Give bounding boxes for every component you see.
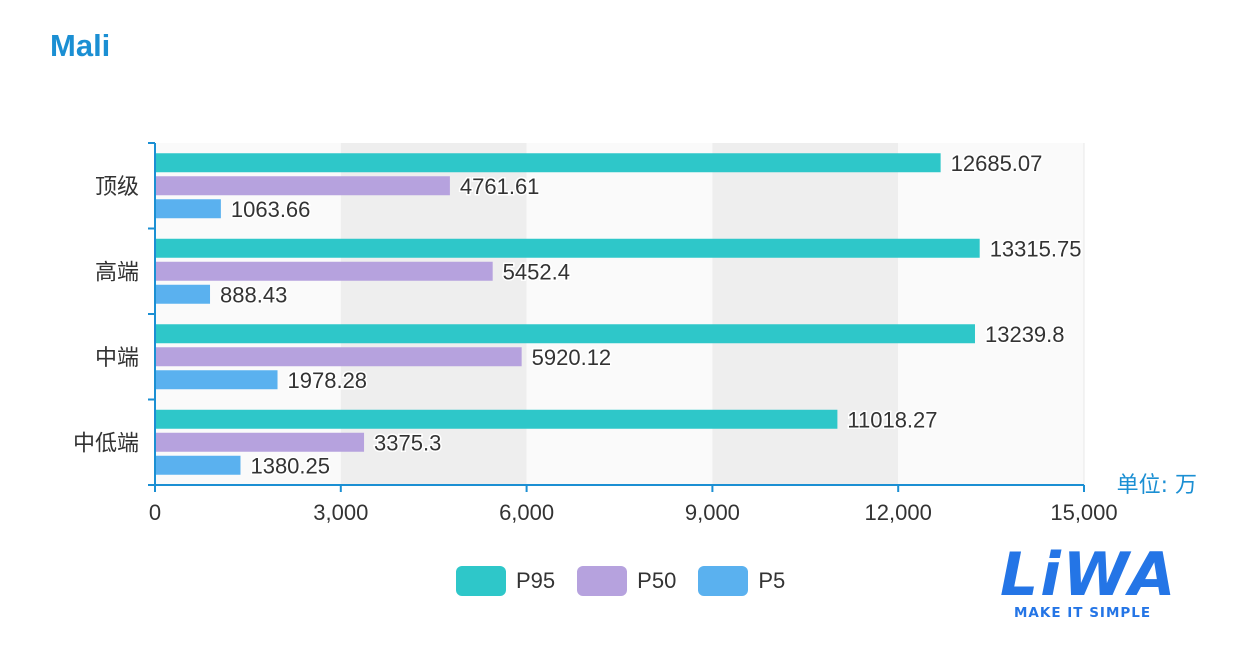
bar-p50-2 [156,347,522,367]
data-label: 4761.61 [460,174,540,199]
data-label: 5452.4 [503,259,570,284]
grid-band [526,143,713,485]
data-label: 5920.12 [532,345,612,370]
data-label: 13239.8 [985,322,1065,347]
x-tick-label: 9,000 [685,500,740,525]
logo-tagline: MAKE IT SIMPLE [1014,605,1152,621]
x-tick-label: 15,000 [1050,500,1117,525]
x-tick-label: 3,000 [313,500,368,525]
legend-item-p95[interactable]: P95 [456,566,555,596]
grid-band [898,143,1084,485]
unit-label: 单位: 万 [1117,473,1197,498]
x-tick-label: 0 [149,500,161,525]
y-tick-label: 中低端 [73,431,139,456]
legend-item-p5[interactable]: P5 [698,566,785,596]
y-tick-label: 顶级 [95,175,139,200]
bar-p5-3 [156,455,241,475]
bar-p5-1 [156,284,211,304]
x-tick-label: 12,000 [865,500,932,525]
data-label: 1978.28 [288,368,368,393]
data-label: 12685.07 [951,151,1043,176]
data-label: 1380.25 [250,453,330,478]
bar-p5-2 [156,370,278,390]
legend-swatch-p5 [698,566,749,596]
legend-label-p50: P50 [637,568,677,593]
chart-title: Mali [50,28,111,63]
legend: P95 P50 P5 [456,566,807,596]
data-label: 11018.27 [847,407,937,432]
legend-item-p50[interactable]: P50 [577,566,676,596]
x-tick-label: 6,000 [499,500,554,525]
y-tick-label: 高端 [95,260,139,285]
grid-band [712,143,899,485]
data-label: 3375.3 [374,430,441,455]
logo-wordmark: LiWA [1000,540,1178,610]
bar-p95-3 [156,409,838,429]
data-label: 888.43 [220,282,287,307]
data-label: 13315.75 [990,236,1082,261]
legend-swatch-p50 [577,566,628,596]
bar-p95-0 [156,153,941,173]
legend-swatch-p95 [456,566,506,596]
bar-p95-1 [156,238,980,258]
data-label: 1063.66 [231,197,311,222]
legend-label-p5: P5 [758,568,786,593]
bar-p50-1 [156,261,493,281]
legend-label-p95: P95 [516,568,556,593]
brand-logo: LiWA MAKE IT SIMPLE [1000,545,1205,630]
y-tick-label: 中端 [95,346,139,371]
bar-p50-3 [156,432,365,452]
bar-p95-2 [156,324,975,344]
bar-p5-0 [156,199,221,219]
bar-p50-0 [156,176,450,196]
